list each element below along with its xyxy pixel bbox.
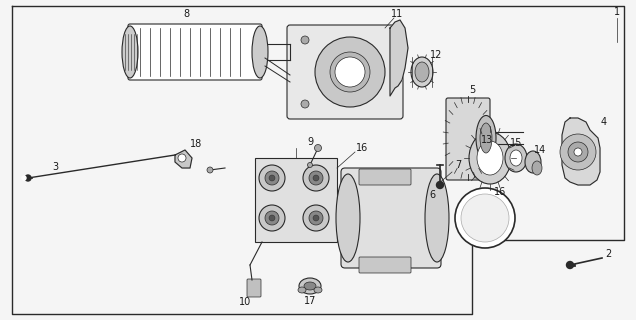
Circle shape	[560, 134, 596, 170]
FancyBboxPatch shape	[128, 24, 262, 80]
Circle shape	[313, 215, 319, 221]
Circle shape	[307, 163, 312, 167]
Circle shape	[567, 261, 574, 268]
Circle shape	[314, 145, 322, 151]
Circle shape	[265, 211, 279, 225]
Circle shape	[22, 176, 26, 180]
Ellipse shape	[525, 151, 541, 173]
FancyBboxPatch shape	[287, 25, 403, 119]
Circle shape	[303, 205, 329, 231]
Circle shape	[309, 171, 323, 185]
Text: 16: 16	[494, 187, 506, 197]
Text: 18: 18	[190, 139, 202, 149]
FancyBboxPatch shape	[341, 168, 441, 268]
Ellipse shape	[476, 116, 496, 161]
Circle shape	[335, 57, 365, 87]
FancyBboxPatch shape	[359, 257, 411, 273]
Polygon shape	[175, 150, 192, 168]
Circle shape	[309, 211, 323, 225]
Polygon shape	[390, 20, 408, 96]
Text: 8: 8	[183, 9, 189, 19]
Circle shape	[436, 181, 443, 188]
FancyBboxPatch shape	[446, 98, 490, 180]
Circle shape	[178, 154, 186, 162]
Circle shape	[303, 165, 329, 191]
Text: 7: 7	[455, 160, 461, 170]
Text: 12: 12	[430, 50, 442, 60]
Text: 5: 5	[469, 85, 475, 95]
Ellipse shape	[315, 37, 385, 107]
Ellipse shape	[304, 282, 316, 290]
Ellipse shape	[411, 57, 433, 87]
Text: 16: 16	[356, 143, 368, 153]
Circle shape	[574, 148, 582, 156]
Text: 2: 2	[605, 249, 611, 259]
Circle shape	[461, 194, 509, 242]
Text: 9: 9	[307, 137, 313, 147]
Ellipse shape	[532, 161, 542, 175]
Text: 3: 3	[52, 162, 58, 172]
Circle shape	[455, 188, 515, 248]
Circle shape	[313, 175, 319, 181]
FancyBboxPatch shape	[255, 158, 337, 242]
Circle shape	[269, 215, 275, 221]
Text: 11: 11	[391, 9, 403, 19]
Circle shape	[568, 142, 588, 162]
Circle shape	[207, 167, 213, 173]
Ellipse shape	[505, 144, 527, 172]
FancyBboxPatch shape	[247, 279, 261, 297]
FancyBboxPatch shape	[359, 169, 411, 185]
Text: 10: 10	[239, 297, 251, 307]
Text: 6: 6	[429, 190, 435, 200]
Ellipse shape	[415, 62, 429, 82]
Circle shape	[259, 205, 285, 231]
Text: 4: 4	[601, 117, 607, 127]
Text: 13: 13	[481, 135, 493, 145]
Ellipse shape	[298, 287, 306, 293]
Ellipse shape	[469, 132, 511, 184]
Ellipse shape	[252, 26, 268, 78]
Ellipse shape	[314, 287, 322, 293]
Text: 15: 15	[510, 138, 522, 148]
Circle shape	[301, 36, 309, 44]
Ellipse shape	[122, 26, 138, 78]
Circle shape	[259, 165, 285, 191]
Circle shape	[265, 171, 279, 185]
Text: 14: 14	[534, 145, 546, 155]
Circle shape	[25, 175, 31, 181]
Ellipse shape	[336, 174, 360, 262]
Ellipse shape	[480, 123, 492, 153]
Ellipse shape	[510, 150, 522, 166]
Circle shape	[269, 175, 275, 181]
Ellipse shape	[425, 174, 449, 262]
Ellipse shape	[477, 141, 503, 175]
Text: 17: 17	[304, 296, 316, 306]
Ellipse shape	[299, 278, 321, 294]
Ellipse shape	[330, 52, 370, 92]
Polygon shape	[562, 118, 600, 185]
Text: 1: 1	[614, 7, 620, 17]
Circle shape	[301, 100, 309, 108]
